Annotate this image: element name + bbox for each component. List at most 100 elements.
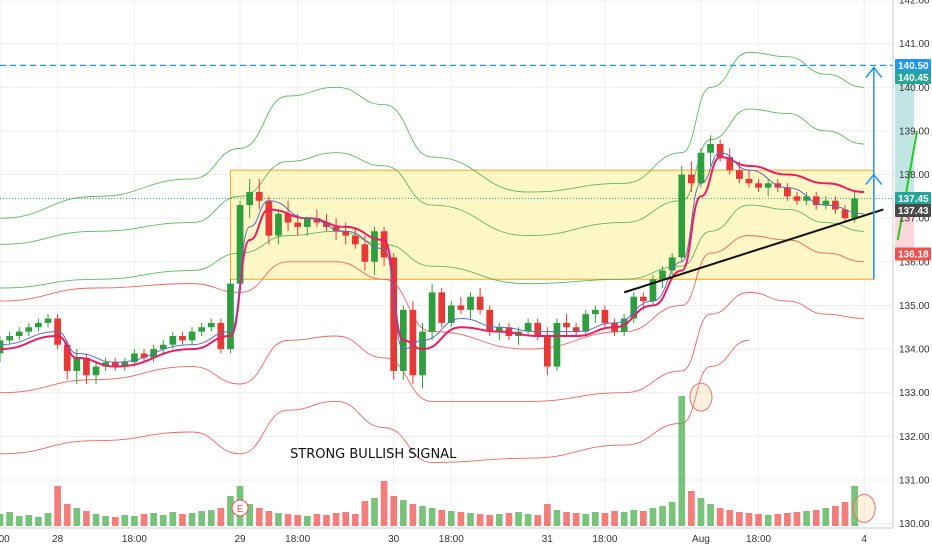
volume-bar — [687, 491, 695, 526]
volume-bar — [764, 515, 772, 526]
volume-bar — [515, 512, 522, 526]
candle-body — [476, 296, 484, 310]
price-badge-label: 136.18 — [898, 249, 929, 260]
candle-body — [687, 174, 695, 184]
candle-body — [812, 196, 820, 206]
candle-body — [6, 336, 13, 341]
candle-body — [246, 192, 254, 206]
band-red_inner — [0, 235, 865, 350]
highlight-circle — [689, 382, 713, 412]
y-tick-label: 134.00 — [899, 345, 930, 356]
volume-bar — [390, 496, 398, 526]
projection-arrow-head — [865, 66, 883, 79]
volume-bar — [476, 514, 484, 526]
y-tick-label: 131.00 — [899, 476, 930, 487]
price-badge-label: 140.50 — [898, 61, 929, 72]
candle-body — [841, 209, 849, 219]
candle-body — [44, 318, 52, 323]
volume-bar — [601, 513, 609, 526]
volume-bar — [265, 511, 273, 526]
candle-body — [467, 296, 474, 310]
volume-bar — [543, 504, 551, 526]
candle-body — [582, 314, 590, 332]
candle-body — [188, 331, 196, 341]
candle-body — [409, 309, 417, 376]
candle-body — [0, 340, 4, 354]
signal-annotation: STRONG BULLISH SIGNAL — [290, 447, 457, 462]
candle-body — [784, 187, 791, 197]
price-badge — [895, 247, 931, 261]
band-red_outer — [0, 339, 749, 463]
candle-body — [678, 174, 686, 258]
candle-body — [832, 200, 839, 210]
volume-bar — [303, 516, 311, 526]
volume-bar — [332, 513, 340, 526]
y-tick-label: 135.00 — [899, 301, 930, 312]
candle-body — [668, 257, 676, 271]
range-box — [229, 169, 875, 280]
candle-body — [726, 157, 734, 171]
volume-bar — [6, 512, 13, 526]
volume-bar — [582, 514, 590, 526]
candle-body — [361, 244, 369, 262]
volume-bar — [0, 514, 4, 526]
volume-bar — [371, 498, 378, 526]
volume-bar — [457, 512, 465, 526]
price-badge — [895, 192, 931, 206]
candle-body — [198, 327, 206, 332]
volume-bar — [774, 514, 782, 526]
volume-bar — [563, 512, 570, 526]
volume-bar — [832, 506, 839, 526]
volume-bar — [630, 510, 638, 526]
candle-body — [486, 309, 494, 332]
candle-body — [639, 296, 647, 302]
volume-bar — [822, 508, 830, 526]
volume-bar — [83, 511, 90, 526]
moving-averages — [0, 152, 865, 368]
y-tick-label: 139.00 — [899, 126, 930, 137]
volume-bar — [438, 510, 446, 526]
volume-bar — [841, 502, 849, 526]
candle-body — [25, 327, 33, 332]
x-tick-label: 30 — [388, 534, 400, 545]
candle-body — [121, 362, 129, 367]
y-tick-label: 137.00 — [899, 214, 930, 225]
candle-body — [524, 322, 532, 332]
x-tick-label: 28 — [52, 534, 64, 545]
x-tick-label: 18:00 — [592, 534, 617, 545]
volume-bar — [803, 511, 810, 526]
volume-bar — [486, 515, 494, 526]
volume-bar — [121, 515, 129, 526]
candle-body — [745, 178, 753, 184]
highlight-circle — [852, 493, 876, 523]
candle-body — [419, 331, 426, 376]
x-tick-label: 18:00 — [439, 534, 464, 545]
volume-bar — [111, 517, 119, 526]
volume-bar — [159, 515, 167, 526]
volume-bar — [793, 512, 801, 526]
candle-body — [755, 183, 762, 188]
candle-body — [697, 152, 705, 184]
candle-body — [284, 213, 292, 223]
y-tick-label: 141.00 — [899, 39, 930, 50]
volume-bar — [524, 514, 532, 526]
volume-bar — [447, 511, 455, 526]
candle-body — [102, 362, 109, 367]
candle-body — [649, 279, 657, 302]
candle-body — [553, 322, 561, 367]
x-tick-label: 18:00 — [122, 534, 147, 545]
volume-bar — [188, 513, 196, 526]
candle-body — [275, 213, 282, 236]
volume-bars — [0, 396, 858, 526]
candle-body — [92, 366, 100, 376]
candle-body — [159, 344, 167, 350]
candle-body — [591, 309, 599, 315]
candle-body — [630, 296, 638, 319]
volume-bar — [198, 511, 206, 526]
candle-body — [457, 305, 465, 310]
volume-bar — [668, 502, 676, 526]
volume-bar — [591, 512, 599, 526]
y-tick-label: 142.00 — [899, 0, 930, 7]
volume-bar — [611, 511, 618, 526]
